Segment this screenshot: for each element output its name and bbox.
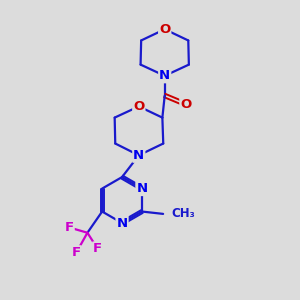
Text: O: O (133, 100, 144, 113)
Text: F: F (93, 242, 102, 255)
Text: N: N (136, 182, 148, 195)
Text: N: N (133, 149, 144, 162)
Text: N: N (116, 217, 128, 230)
Text: O: O (180, 98, 191, 111)
Text: CH₃: CH₃ (171, 207, 195, 220)
Text: F: F (64, 221, 74, 234)
Text: F: F (72, 246, 81, 259)
Text: N: N (159, 69, 170, 82)
Text: O: O (159, 23, 170, 36)
